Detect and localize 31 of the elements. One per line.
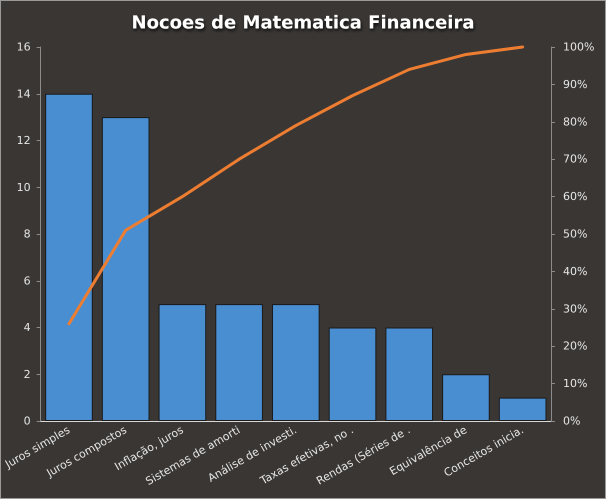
bar <box>385 328 434 421</box>
bar <box>102 117 150 421</box>
line-series <box>67 46 524 326</box>
bar <box>272 304 320 421</box>
bar <box>215 304 263 421</box>
y-tick-label: 16 <box>16 40 31 54</box>
y-tick-label: 10 <box>16 180 31 194</box>
y2-tick-label: 80% <box>563 115 588 128</box>
bar <box>442 374 490 421</box>
y-tick-label: 12 <box>16 134 31 147</box>
y-tick-label: 4 <box>24 321 31 334</box>
y-tick-label: 8 <box>24 228 31 240</box>
bar <box>158 304 206 421</box>
bar <box>328 328 376 421</box>
y-tick-label: 2 <box>24 368 31 381</box>
y-tick-label: 14 <box>16 87 31 100</box>
y2-tick-label: 10% <box>563 377 588 390</box>
y2-tick-label: 90% <box>563 78 588 91</box>
y2-tick-label: 0% <box>563 414 580 428</box>
y2-tick-label: 40% <box>563 264 588 278</box>
y2-tick-label: 50% <box>563 228 588 240</box>
chart-title: Nocoes de Matematica Financeira <box>132 12 474 34</box>
y-tick-label: 0 <box>24 414 31 428</box>
y2-tick-label: 100% <box>563 40 594 54</box>
y2-tick-label: 20% <box>563 340 588 353</box>
bar <box>498 398 546 421</box>
y2-tick-label: 60% <box>563 190 588 204</box>
y2-tick-label: 30% <box>563 302 588 316</box>
y-tick-label: 6 <box>24 274 31 288</box>
bar <box>45 94 93 421</box>
y2-tick-label: 70% <box>563 152 588 166</box>
